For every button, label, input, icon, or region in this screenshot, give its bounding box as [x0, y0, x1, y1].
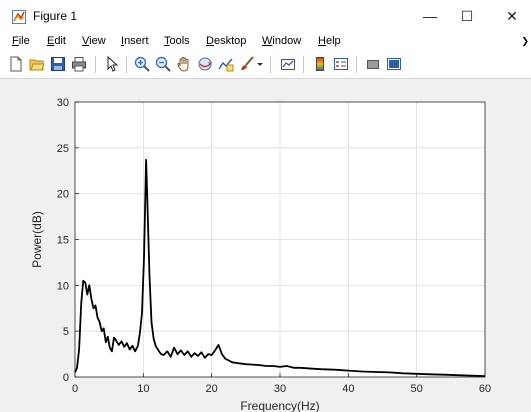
- figure-toolbar: [0, 52, 531, 79]
- y-tick-label: 25: [57, 143, 69, 155]
- y-tick-label: 0: [63, 372, 69, 384]
- y-tick-label: 15: [57, 235, 69, 247]
- zoom-out-icon[interactable]: [155, 56, 171, 72]
- y-tick-label: 30: [57, 97, 69, 109]
- maximize-button[interactable]: ☐: [460, 8, 474, 24]
- menu-edit[interactable]: Edit: [47, 35, 66, 47]
- toolbar-separator: [95, 56, 96, 73]
- menu-view[interactable]: View: [82, 35, 106, 47]
- new-figure-icon[interactable]: [8, 56, 24, 72]
- data-cursor-icon[interactable]: [218, 56, 234, 72]
- show-plot-tools-icon[interactable]: [386, 56, 402, 72]
- x-tick-label: 10: [137, 383, 149, 395]
- hide-plot-tools-icon[interactable]: [365, 56, 381, 72]
- toolbar-separator: [270, 56, 271, 73]
- title-bar[interactable]: Figure 1 — ☐ ✕: [0, 0, 531, 32]
- figure-canvas: 0 10 20 30 40 50 60 0 5 10 15 20 25 30 Frequency(Hz) …: [0, 79, 531, 412]
- x-tick-label: 30: [274, 383, 286, 395]
- menu-insert[interactable]: Insert: [121, 35, 149, 47]
- y-axis-label: Power(dB): [30, 211, 44, 268]
- zoom-in-icon[interactable]: [134, 56, 150, 72]
- brush-icon[interactable]: [239, 56, 255, 72]
- y-tick-label: 10: [57, 280, 69, 292]
- menu-file[interactable]: File: [12, 35, 30, 47]
- pan-icon[interactable]: [176, 56, 192, 72]
- colorbar-icon[interactable]: [312, 56, 328, 72]
- menu-tools[interactable]: Tools: [164, 35, 190, 47]
- power-spectrum-line[interactable]: [74, 158, 486, 377]
- menu-help[interactable]: Help: [318, 35, 341, 47]
- link-plot-icon[interactable]: [280, 56, 296, 72]
- pointer-icon[interactable]: [104, 56, 120, 72]
- x-tick-label: 20: [206, 383, 218, 395]
- brush-dropdown-icon[interactable]: [256, 56, 264, 72]
- close-button[interactable]: ✕: [506, 8, 518, 24]
- matlab-figure-icon: [12, 10, 26, 24]
- toolbar-separator: [303, 56, 304, 73]
- menu-bar: File Edit View Insert Tools Desktop Wind…: [0, 32, 531, 52]
- print-icon[interactable]: [71, 56, 87, 72]
- x-tick-label: 0: [72, 383, 78, 395]
- y-tick-label: 20: [57, 189, 69, 201]
- open-file-icon[interactable]: [29, 56, 45, 72]
- legend-icon[interactable]: [333, 56, 349, 72]
- x-tick-label: 60: [479, 383, 491, 395]
- y-tick-label: 5: [63, 326, 69, 338]
- x-tick-label: 50: [411, 383, 423, 395]
- axes-box: [74, 101, 486, 378]
- x-tick-label: 40: [342, 383, 354, 395]
- window-title: Figure 1: [33, 9, 78, 23]
- menu-overflow-arrow[interactable]: ❯: [521, 36, 529, 46]
- save-icon[interactable]: [50, 56, 66, 72]
- toolbar-separator: [126, 56, 127, 73]
- toolbar-separator: [356, 56, 357, 73]
- minimize-button[interactable]: —: [423, 8, 437, 24]
- tick-labels: 0 10 20 30 40 50 60 0 5 10 15 20 25 30: [57, 97, 491, 395]
- rotate-3d-icon[interactable]: [197, 56, 213, 72]
- menu-desktop[interactable]: Desktop: [206, 35, 247, 47]
- menu-window[interactable]: Window: [262, 35, 302, 47]
- x-axis-label: Frequency(Hz): [240, 399, 319, 412]
